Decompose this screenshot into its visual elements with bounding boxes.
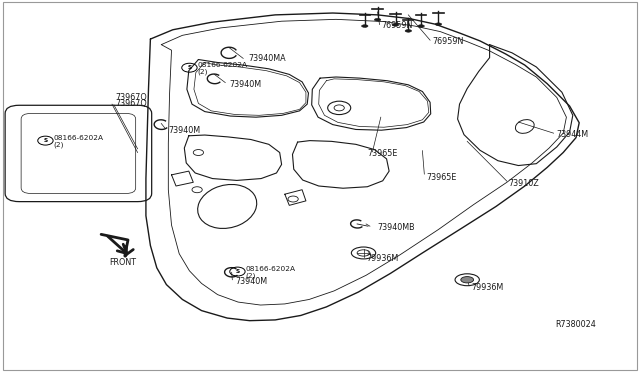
Ellipse shape <box>362 25 368 28</box>
Ellipse shape <box>435 23 442 26</box>
Text: 73965E: 73965E <box>367 149 397 158</box>
Text: S: S <box>236 269 239 274</box>
Ellipse shape <box>418 25 424 28</box>
Text: 73967Q: 73967Q <box>115 93 147 102</box>
Text: 73940MA: 73940MA <box>248 54 286 63</box>
Ellipse shape <box>374 18 381 21</box>
Text: 73967Q: 73967Q <box>115 99 147 108</box>
Text: 73940M: 73940M <box>236 277 268 286</box>
Text: S: S <box>188 65 191 70</box>
Text: 08166-6202A
(2): 08166-6202A (2) <box>245 266 295 279</box>
Text: 73940M: 73940M <box>229 80 261 89</box>
Ellipse shape <box>392 24 399 26</box>
Text: 73940MB: 73940MB <box>378 223 415 232</box>
Text: 79936M: 79936M <box>367 254 399 263</box>
Text: 08166-6202A
(2): 08166-6202A (2) <box>197 62 247 75</box>
Text: 73940M: 73940M <box>168 126 200 135</box>
Text: 76959N: 76959N <box>381 21 413 30</box>
Text: 73965E: 73965E <box>426 173 456 182</box>
Text: 73944M: 73944M <box>557 130 589 139</box>
Text: 73910Z: 73910Z <box>509 179 540 188</box>
Text: S: S <box>44 138 47 143</box>
Text: R7380024: R7380024 <box>556 320 596 329</box>
Ellipse shape <box>461 277 474 283</box>
Text: 76959N: 76959N <box>432 37 463 46</box>
Text: FRONT: FRONT <box>109 258 136 267</box>
Text: 79936M: 79936M <box>471 283 503 292</box>
Ellipse shape <box>405 30 412 32</box>
Text: 08166-6202A
(2): 08166-6202A (2) <box>53 135 103 148</box>
